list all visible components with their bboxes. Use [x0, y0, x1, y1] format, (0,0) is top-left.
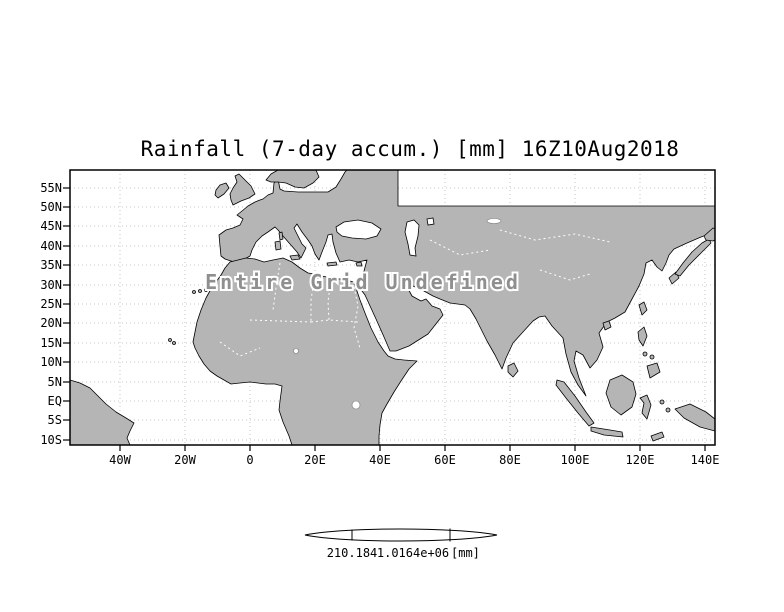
island-canary-2 — [198, 289, 202, 293]
grid-undefined-watermark: Entire Grid Undefined — [205, 270, 521, 294]
lat-tick-label: 10S — [40, 433, 62, 447]
island-luzon — [637, 326, 648, 347]
lat-ticks — [63, 187, 70, 441]
island-cape-verde-1 — [168, 338, 172, 342]
landmasses — [70, 170, 715, 445]
country-borders-dotted — [219, 229, 611, 357]
map-area — [69, 169, 716, 446]
lake-victoria — [351, 400, 361, 410]
lon-tick-label: 60E — [434, 453, 456, 467]
lat-tick-label: 50N — [40, 200, 62, 214]
lat-tick-label: 35N — [40, 258, 62, 272]
lon-tick-label: 40E — [369, 453, 391, 467]
sea-caspian — [404, 219, 420, 257]
island-corsica — [278, 231, 284, 241]
lon-tick-label: 100E — [561, 453, 590, 467]
colorbar-left-label: 210.184 — [327, 546, 378, 560]
sea-aral — [426, 217, 435, 226]
island-ireland — [214, 182, 230, 199]
island-sardinia — [274, 240, 282, 251]
island-sumatra — [555, 379, 595, 427]
lon-tick-label: 20E — [304, 453, 326, 467]
island-hokkaido — [703, 227, 715, 242]
island-taiwan — [638, 301, 648, 316]
lat-tick-label: 10N — [40, 355, 62, 369]
sea-black-sea — [335, 219, 382, 240]
island-cyprus — [355, 261, 363, 267]
lon-tick-label: 120E — [626, 453, 655, 467]
lat-tick-label: 55N — [40, 181, 62, 195]
lon-tick-label: 0 — [246, 453, 253, 467]
lat-tick-label: 15N — [40, 336, 62, 350]
island-honshu — [674, 238, 712, 277]
island-timor — [650, 431, 665, 442]
lake-chad — [293, 348, 299, 354]
lat-tick-label: 20N — [40, 316, 62, 330]
plot-frame — [69, 169, 716, 446]
lat-tick-label: 5S — [48, 413, 62, 427]
island-visayas-1 — [642, 351, 648, 357]
island-cape-verde-2 — [172, 341, 176, 345]
lat-tick-label: 25N — [40, 297, 62, 311]
island-visayas-2 — [649, 354, 655, 360]
island-molucca-1 — [659, 399, 665, 405]
landmass-africa — [192, 257, 418, 445]
island-sicily — [289, 254, 301, 261]
island-java — [590, 426, 624, 438]
landmass-south-america — [70, 379, 135, 445]
island-canary-3 — [204, 288, 208, 292]
lon-ticks — [119, 445, 706, 451]
lon-tick-label: 20W — [174, 453, 196, 467]
lat-tick-label: 30N — [40, 278, 62, 292]
colorbar-right-label: 1.0164e+06 — [377, 546, 449, 560]
lat-tick-label: 5N — [48, 375, 62, 389]
lake-balkhash — [486, 218, 502, 224]
island-great-britain — [229, 173, 256, 206]
island-sulawesi — [639, 394, 652, 420]
lon-tick-label: 80E — [499, 453, 521, 467]
island-hainan — [602, 320, 612, 331]
lat-tick-label: 45N — [40, 219, 62, 233]
lat-tick-label: 40N — [40, 239, 62, 253]
island-sri-lanka — [507, 362, 519, 378]
lat-axis: 55N 50N 45N 40N 35N 30N 25N 20N 15N 10N … — [40, 181, 70, 447]
colorbar-units-label: [mm] — [451, 546, 480, 560]
island-canary-1 — [192, 290, 196, 294]
colorbar: 210.184 1.0164e+06 [mm] — [304, 528, 498, 560]
lon-tick-label: 140E — [691, 453, 720, 467]
plot-title: Rainfall (7-day accum.) [mm] 16Z10Aug201… — [141, 137, 680, 161]
lon-tick-label: 40W — [109, 453, 131, 467]
island-borneo — [605, 374, 637, 416]
lon-axis: 40W 20W 0 20E 40E 60E 80E 100E 120E 140E — [109, 445, 719, 467]
colorbar-shape — [304, 528, 498, 542]
island-molucca-2 — [665, 407, 671, 413]
island-crete — [326, 261, 338, 267]
island-mindanao — [646, 362, 661, 379]
island-new-guinea — [674, 403, 715, 432]
lat-tick-label: EQ — [48, 394, 62, 408]
